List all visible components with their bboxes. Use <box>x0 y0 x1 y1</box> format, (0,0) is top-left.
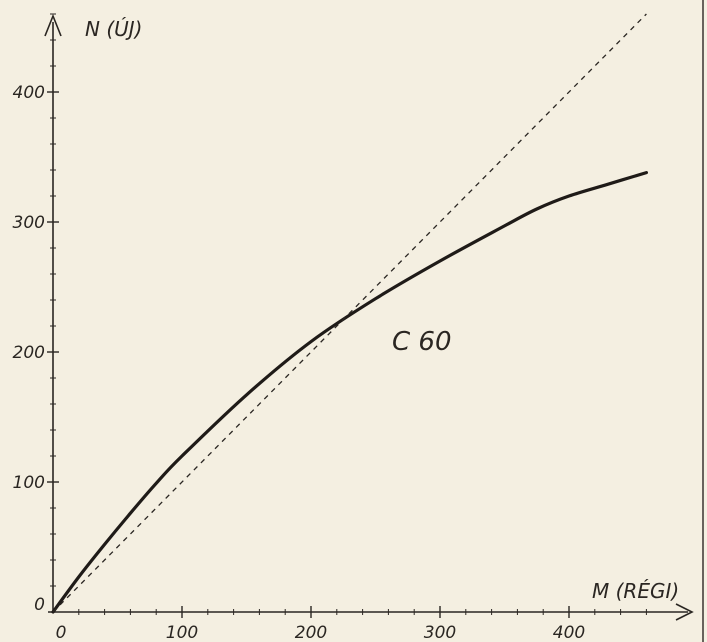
tick-label-group: 0 100 200 300 400 0 100 200 300 400 <box>13 83 586 642</box>
y-axis-title: N (ÚJ) <box>85 17 142 41</box>
y-tick-label: 300 <box>13 213 45 233</box>
x-axis-title: M (RÉGI) <box>592 579 679 603</box>
y-axis-arrow-icon <box>44 13 62 37</box>
x-tick-label: 400 <box>553 623 585 642</box>
y-tick-label: 100 <box>13 473 45 493</box>
y-tick-label: 400 <box>13 83 45 103</box>
x-tick-label: 0 <box>56 623 67 642</box>
chart-annotation: C 60 <box>392 327 452 357</box>
x-tick-label: 200 <box>295 623 327 642</box>
x-tick-label: 100 <box>166 623 198 642</box>
x-tick-label: 300 <box>424 623 456 642</box>
axes <box>44 13 694 621</box>
x-axis-arrow-icon <box>675 603 694 621</box>
series-layer <box>51 13 648 614</box>
reference-line-dashed <box>52 13 647 613</box>
tick-group <box>47 13 647 618</box>
y-tick-label: 200 <box>13 343 45 363</box>
y-tick-label: 0 <box>34 595 45 615</box>
series-curve <box>51 171 648 614</box>
